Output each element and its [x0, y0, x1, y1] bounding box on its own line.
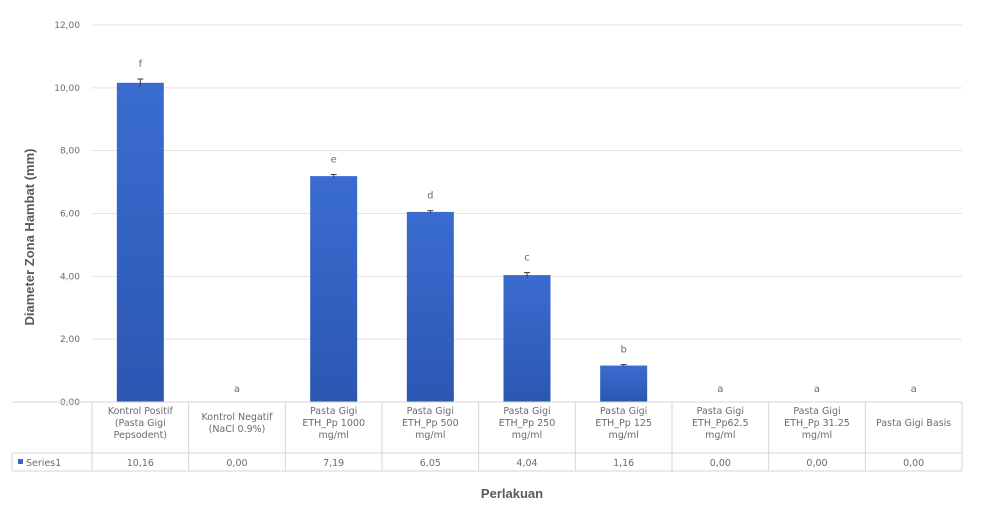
x-tick-label: mg/ml [415, 430, 445, 441]
table-value: 10,16 [127, 458, 154, 469]
x-tick-label: ETH_Pp 500 [402, 418, 459, 429]
significance-letters: f a e d c b a a a [139, 59, 917, 395]
x-tick-label: Pasta Gigi Basis [876, 418, 951, 429]
y-tick-label: 2,00 [60, 335, 80, 345]
x-tick-label: ETH_Pp 125 [595, 418, 652, 429]
y-tick-label: 4,00 [60, 272, 80, 282]
x-tick-label: Pasta Gigi [793, 406, 840, 417]
x-tick-label: ETH_Pp 31.25 [784, 418, 850, 429]
x-tick-label: (NaCl 0.9%) [209, 424, 266, 435]
x-tick-label: mg/ml [802, 430, 832, 441]
x-tick-label: Pepsodent) [114, 430, 167, 441]
table-value: 0,00 [226, 458, 247, 469]
x-tick-label: Kontrol Positif [108, 406, 174, 417]
y-tick-label: 10,00 [54, 84, 80, 94]
bar [503, 275, 551, 402]
bars [116, 78, 648, 402]
table-value: 0,00 [806, 458, 827, 469]
bar [600, 365, 648, 402]
x-tick-label: ETH_Pp 250 [499, 418, 556, 429]
significance-letter: a [814, 384, 820, 395]
bar [116, 82, 164, 402]
x-tick-label: mg/ml [608, 430, 638, 441]
x-tick-label: Kontrol Negatif [202, 412, 274, 423]
y-axis-label: Diameter Zona Hambat (mm) [22, 149, 37, 326]
x-tick-label: mg/ml [318, 430, 348, 441]
x-tick-label: Pasta Gigi [503, 406, 550, 417]
x-tick-label: mg/ml [705, 430, 735, 441]
y-axis-ticks: 0,00 2,00 4,00 6,00 8,00 10,00 12,00 [54, 21, 80, 408]
table-value: 4,04 [516, 458, 537, 469]
legend-key [18, 459, 23, 464]
table-value: 6,05 [420, 458, 441, 469]
x-tick-label: Pasta Gigi [310, 406, 357, 417]
significance-letter: c [524, 253, 530, 264]
significance-letter: f [139, 59, 143, 70]
table-value: 0,00 [710, 458, 731, 469]
bar [406, 211, 454, 402]
y-tick-label: 12,00 [54, 21, 80, 31]
significance-letter: d [427, 191, 433, 202]
x-tick-label: mg/ml [512, 430, 542, 441]
significance-letter: a [911, 384, 917, 395]
x-tick-label: ETH_Pp62.5 [692, 418, 749, 429]
x-tick-label: Pasta Gigi [697, 406, 744, 417]
x-axis-label: Perlakuan [481, 486, 543, 501]
significance-letter: e [331, 155, 337, 166]
significance-letter: b [620, 345, 626, 356]
significance-letter: a [717, 384, 723, 395]
x-tick-label: Pasta Gigi [407, 406, 454, 417]
y-tick-label: 8,00 [60, 147, 80, 157]
x-tick-label: Pasta Gigi [600, 406, 647, 417]
table-value: 1,16 [613, 458, 634, 469]
table-value: 7,19 [323, 458, 344, 469]
x-tick-label: ETH_Pp 1000 [302, 418, 365, 429]
bar [310, 176, 358, 402]
y-tick-label: 0,00 [60, 398, 80, 408]
x-tick-label: (Pasta Gigi [115, 418, 166, 429]
table-value: 0,00 [903, 458, 924, 469]
y-tick-label: 6,00 [60, 210, 80, 220]
series-name: Series1 [26, 458, 61, 469]
significance-letter: a [234, 384, 240, 395]
